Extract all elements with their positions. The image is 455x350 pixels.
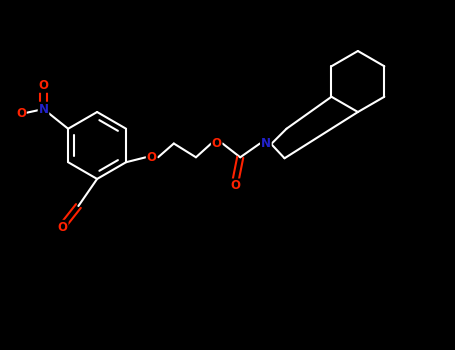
Text: N: N bbox=[39, 103, 49, 116]
Text: O: O bbox=[230, 179, 240, 193]
Text: O: O bbox=[16, 107, 26, 120]
Text: O: O bbox=[58, 220, 68, 234]
Text: N: N bbox=[261, 137, 271, 150]
Text: O: O bbox=[39, 79, 49, 92]
Text: O: O bbox=[212, 137, 222, 150]
Text: O: O bbox=[147, 151, 157, 164]
